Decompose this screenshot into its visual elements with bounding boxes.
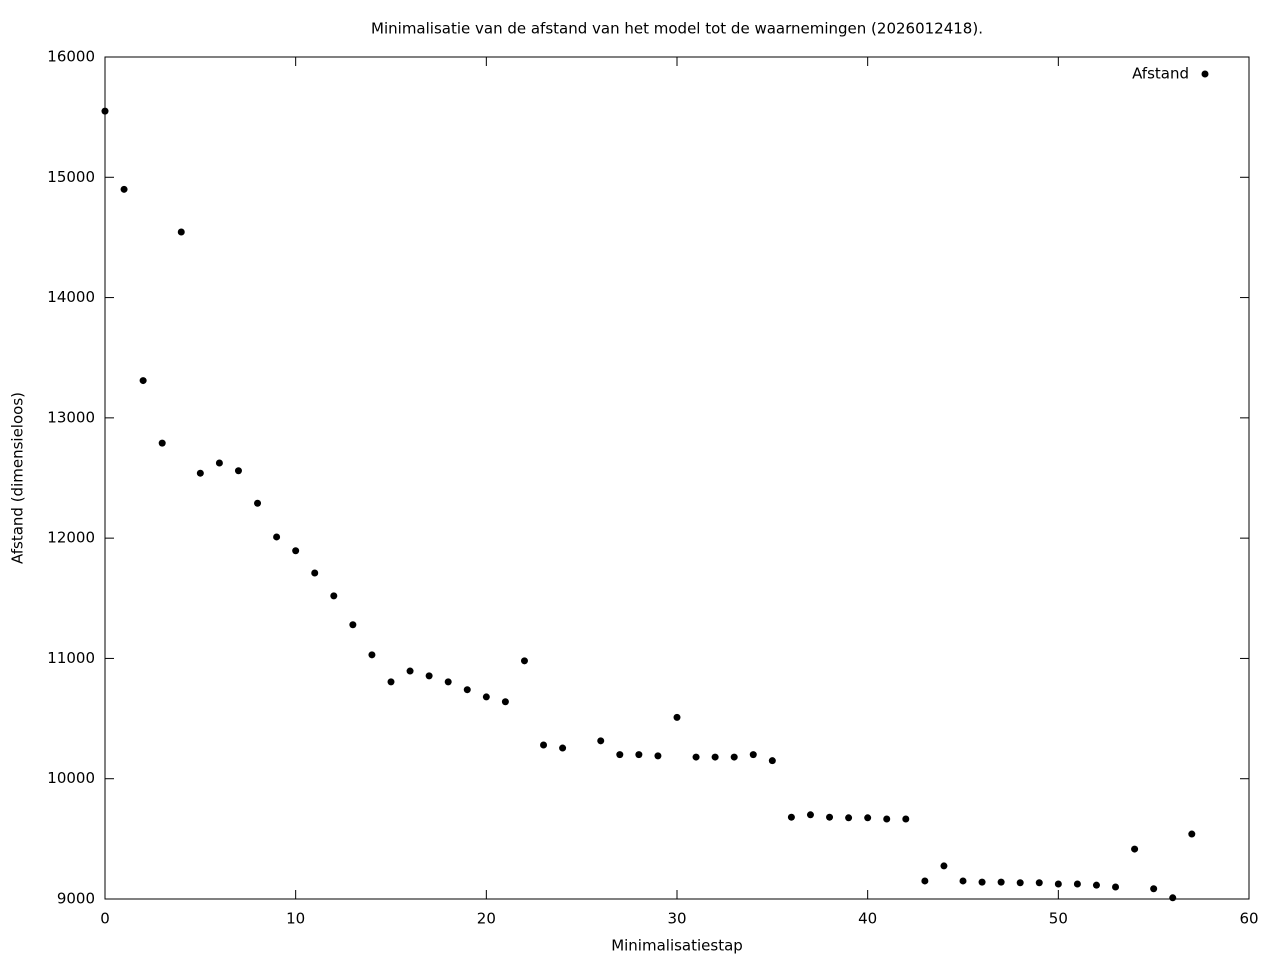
y-tick-label: 9000	[57, 890, 95, 908]
point	[406, 667, 414, 675]
x-tick-label: 0	[100, 910, 110, 928]
point	[597, 737, 605, 745]
point	[387, 678, 395, 686]
point	[1035, 879, 1043, 887]
point	[273, 533, 281, 541]
point	[978, 878, 986, 886]
point	[1169, 894, 1177, 902]
point	[959, 877, 967, 885]
point	[368, 651, 376, 659]
point	[616, 751, 624, 759]
point	[1092, 881, 1100, 889]
point	[654, 752, 662, 760]
point	[921, 877, 929, 885]
y-tick-label: 15000	[47, 168, 95, 186]
point	[482, 693, 490, 701]
point	[1073, 880, 1081, 888]
point	[425, 672, 433, 680]
point	[196, 469, 204, 477]
point	[749, 751, 757, 759]
point	[1112, 883, 1120, 891]
point	[559, 744, 567, 752]
y-axis-label: Afstand (dimensieloos)	[9, 392, 27, 564]
point	[520, 657, 528, 665]
x-tick-label: 50	[1049, 910, 1068, 928]
point	[902, 815, 910, 823]
point	[101, 107, 109, 115]
point	[845, 814, 853, 822]
point	[158, 439, 166, 447]
point	[806, 811, 814, 819]
y-tick-label: 10000	[47, 769, 95, 787]
point	[215, 459, 223, 467]
point	[864, 814, 872, 822]
x-axis-label: Minimalisatiestap	[611, 937, 743, 955]
y-tick-label: 12000	[47, 529, 95, 547]
x-tick-label: 40	[858, 910, 877, 928]
point	[768, 757, 776, 765]
point	[139, 377, 147, 385]
point	[444, 678, 452, 686]
point	[826, 813, 834, 821]
point	[711, 753, 719, 761]
point	[1054, 880, 1062, 888]
point	[463, 686, 471, 694]
point	[997, 878, 1005, 886]
x-tick-label: 30	[667, 910, 686, 928]
point	[1131, 845, 1139, 853]
point	[540, 741, 548, 749]
point	[883, 815, 891, 823]
x-tick-label: 20	[477, 910, 496, 928]
y-tick-label: 16000	[47, 48, 95, 66]
point	[120, 185, 128, 193]
y-tick-label: 11000	[47, 649, 95, 667]
legend-label: Afstand	[1132, 65, 1189, 83]
x-tick-label: 10	[286, 910, 305, 928]
point	[177, 228, 185, 236]
point	[635, 751, 643, 759]
point	[692, 753, 700, 761]
point	[673, 713, 681, 721]
point	[254, 499, 262, 507]
y-tick-label: 13000	[47, 408, 95, 426]
point	[234, 467, 242, 475]
point	[1188, 830, 1196, 838]
point	[292, 547, 300, 555]
point	[501, 698, 509, 706]
point	[311, 569, 319, 577]
point	[940, 862, 948, 870]
point	[787, 813, 795, 821]
point	[1016, 879, 1024, 887]
legend-marker	[1201, 70, 1209, 78]
point	[349, 621, 357, 629]
point	[330, 592, 338, 600]
point	[730, 753, 738, 761]
y-tick-label: 14000	[47, 288, 95, 306]
chart-title: Minimalisatie van de afstand van het mod…	[371, 20, 983, 38]
point	[1150, 885, 1158, 893]
plot-frame	[104, 56, 1250, 900]
x-tick-label: 60	[1239, 910, 1258, 928]
